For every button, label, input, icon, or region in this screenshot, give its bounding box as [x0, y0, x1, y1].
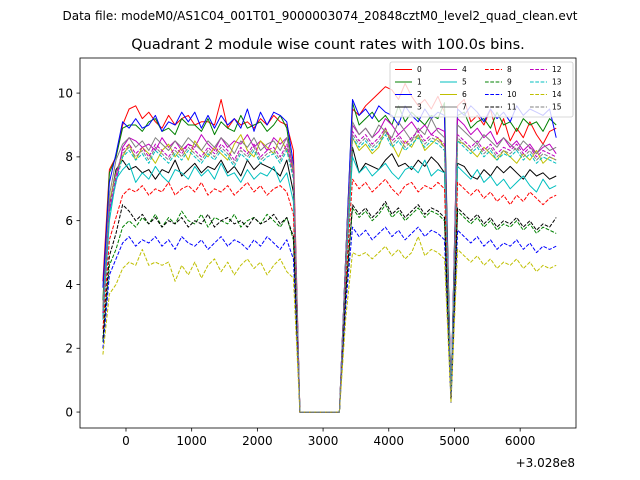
series-layer [102, 83, 557, 413]
x-tick-label-1000: 1000 [176, 434, 207, 448]
legend-label-6: 6 [462, 90, 467, 99]
legend-label-9: 9 [507, 78, 512, 87]
series-line-3 [102, 146, 557, 413]
series-line-11 [102, 201, 557, 413]
x-offset-label: +3.028e8 [516, 456, 575, 470]
plot-frame [79, 57, 577, 429]
legend-label-1: 1 [417, 78, 422, 87]
chart-title: Quadrant 2 module wise count rates with … [131, 37, 525, 53]
x-tick-label-2000: 2000 [242, 434, 273, 448]
legend-label-14: 14 [552, 90, 562, 99]
series-line-15 [102, 130, 557, 413]
series-line-7 [102, 118, 557, 413]
legend-label-0: 0 [417, 65, 422, 74]
y-tick-label-8: 8 [65, 150, 73, 164]
series-line-13 [102, 134, 557, 413]
y-tick-label-2: 2 [65, 342, 73, 356]
legend-label-4: 4 [462, 65, 467, 74]
x-tick-label-4000: 4000 [373, 434, 404, 448]
y-tick-label-4: 4 [65, 278, 73, 292]
legend-label-12: 12 [552, 65, 562, 74]
legend-label-15: 15 [552, 103, 562, 112]
legend-label-3: 3 [417, 103, 422, 112]
legend-label-7: 7 [462, 103, 467, 112]
series-line-9 [102, 204, 557, 413]
x-tick-label-0: 0 [122, 434, 130, 448]
series-line-14 [102, 236, 557, 413]
y-tick-label-6: 6 [65, 214, 73, 228]
legend-label-13: 13 [552, 78, 562, 87]
series-line-4 [102, 118, 557, 413]
series-line-8 [102, 178, 557, 413]
series-line-5 [102, 156, 557, 413]
y-tick-label-0: 0 [65, 405, 73, 419]
figure-suptitle: Data file: modeM0/AS1C04_001T01_90000030… [62, 9, 577, 23]
legend-label-5: 5 [462, 78, 467, 87]
series-line-10 [102, 226, 557, 413]
series-line-0 [102, 83, 557, 413]
legend-label-8: 8 [507, 65, 512, 74]
x-tick-label-3000: 3000 [308, 434, 339, 448]
legend-label-11: 11 [507, 103, 517, 112]
y-tick-label-10: 10 [58, 86, 73, 100]
x-tick-label-5000: 5000 [439, 434, 470, 448]
legend-label-2: 2 [417, 90, 422, 99]
legend-label-10: 10 [507, 90, 517, 99]
legend-frame [389, 61, 574, 118]
x-tick-label-6000: 6000 [505, 434, 536, 448]
